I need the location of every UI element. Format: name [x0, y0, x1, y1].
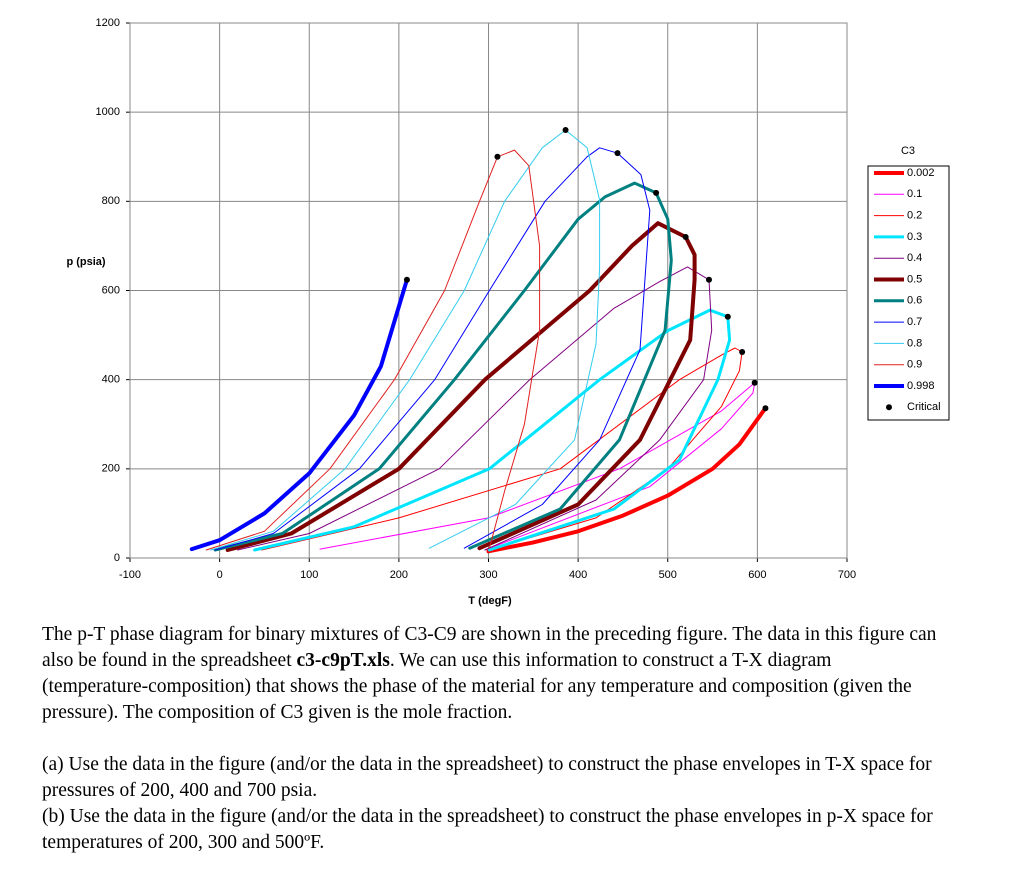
legend-label: 0.8: [907, 337, 922, 349]
series-line: [486, 406, 768, 554]
y-tick-label: 1000: [96, 106, 120, 118]
text: The p-T phase diagram for binary mixture…: [42, 624, 937, 671]
series-line: [210, 129, 601, 551]
series-line: [319, 382, 756, 551]
plot-border: [129, 22, 848, 559]
legend-label: 0.5: [907, 273, 922, 285]
y-tick-label: 800: [102, 195, 120, 207]
critical-point: [762, 405, 769, 412]
y-tick-label: 200: [102, 463, 120, 475]
legend-label: 0.4: [907, 252, 922, 264]
y-tick-label: 1200: [96, 17, 120, 29]
legend-label: 0.7: [907, 316, 922, 328]
document: The p-T phase diagram for binary mixture…: [42, 622, 942, 856]
critical-point: [724, 313, 731, 320]
x-tick-label: 700: [838, 569, 856, 581]
critical-point: [751, 379, 758, 386]
series-line: [237, 266, 713, 551]
paragraph: The p-T phase diagram for binary mixture…: [42, 622, 942, 726]
x-axis-label: T (degF): [468, 595, 512, 607]
critical-point: [682, 234, 689, 240]
legend-label: 0.3: [907, 231, 922, 243]
y-tick-label: 600: [102, 284, 120, 296]
legend-label: 0.6: [907, 295, 922, 307]
legend-label: 0.1: [907, 188, 922, 200]
x-tick-label: 200: [390, 569, 408, 581]
question-b: (b) Use the data in the figure (and/or t…: [42, 806, 933, 853]
legend-title: C3: [901, 145, 915, 157]
series-line: [213, 181, 673, 552]
legend-box: [867, 165, 950, 421]
y-axis-label: p (psia): [66, 256, 105, 268]
critical-point: [403, 276, 410, 283]
critical-point: [562, 127, 569, 133]
plot-area: -100 0 100 200 300 400 500 600 700 0 200 400 600 800 1…: [96, 17, 857, 581]
x-tick-label: 600: [748, 569, 766, 581]
critical-point: [739, 349, 746, 356]
y-tick-label: 0: [114, 552, 120, 564]
series-line: [205, 149, 541, 551]
legend-label: 0.2: [907, 210, 922, 222]
series-line: [214, 147, 651, 551]
series-line: [189, 277, 409, 552]
question-a: (a) Use the data in the figure (and/or t…: [42, 754, 932, 801]
x-tick-label: 400: [569, 569, 587, 581]
file-name: c3-c9pT.xls: [296, 650, 390, 671]
x-tick-label: 500: [659, 569, 677, 581]
legend-label: 0.9: [907, 359, 922, 371]
x-tick-label: 100: [300, 569, 318, 581]
legend-label: 0.998: [907, 380, 935, 392]
critical-point: [614, 150, 621, 157]
series-line: [253, 308, 732, 552]
critical-point: [494, 153, 501, 160]
legend-swatch: [886, 404, 892, 411]
x-tick-label: 300: [479, 569, 497, 581]
x-tick-label: -100: [119, 569, 141, 581]
text: . We can use this information to constru…: [42, 650, 912, 723]
y-tick-label: 400: [102, 374, 120, 386]
series-line: [225, 221, 697, 552]
legend-label: Critical: [907, 401, 941, 413]
critical-point: [705, 276, 712, 283]
legend-label: 0.002: [907, 167, 935, 179]
x-tick-label: 0: [217, 569, 223, 581]
chart: T (degF) p (psia) -100 0 100 200 300 400 500 60…: [66, 17, 950, 607]
critical-point: [653, 189, 660, 196]
